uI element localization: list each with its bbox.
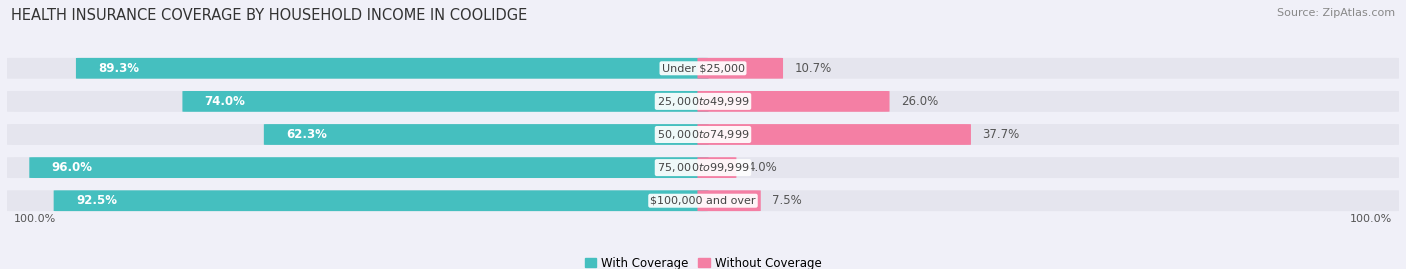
- Text: $75,000 to $99,999: $75,000 to $99,999: [657, 161, 749, 174]
- Text: 7.5%: 7.5%: [772, 194, 801, 207]
- Text: 89.3%: 89.3%: [98, 62, 139, 75]
- Legend: With Coverage, Without Coverage: With Coverage, Without Coverage: [585, 257, 821, 269]
- Text: 26.0%: 26.0%: [901, 95, 938, 108]
- FancyBboxPatch shape: [183, 91, 709, 112]
- Text: Under $25,000: Under $25,000: [661, 63, 745, 73]
- Text: 37.7%: 37.7%: [981, 128, 1019, 141]
- Text: $100,000 and over: $100,000 and over: [650, 196, 756, 206]
- Text: 100.0%: 100.0%: [14, 214, 56, 224]
- FancyBboxPatch shape: [7, 58, 1399, 79]
- Text: 100.0%: 100.0%: [1350, 214, 1392, 224]
- Text: $50,000 to $74,999: $50,000 to $74,999: [657, 128, 749, 141]
- FancyBboxPatch shape: [697, 58, 783, 79]
- Text: 62.3%: 62.3%: [285, 128, 328, 141]
- Text: 4.0%: 4.0%: [748, 161, 778, 174]
- Text: 92.5%: 92.5%: [76, 194, 117, 207]
- FancyBboxPatch shape: [7, 124, 1399, 145]
- FancyBboxPatch shape: [76, 58, 709, 79]
- FancyBboxPatch shape: [7, 157, 1399, 178]
- Text: $25,000 to $49,999: $25,000 to $49,999: [657, 95, 749, 108]
- FancyBboxPatch shape: [697, 157, 737, 178]
- Text: 96.0%: 96.0%: [52, 161, 93, 174]
- FancyBboxPatch shape: [53, 190, 709, 211]
- FancyBboxPatch shape: [264, 124, 709, 145]
- FancyBboxPatch shape: [697, 91, 890, 112]
- Text: 10.7%: 10.7%: [794, 62, 831, 75]
- Text: Source: ZipAtlas.com: Source: ZipAtlas.com: [1277, 8, 1395, 18]
- Text: 74.0%: 74.0%: [205, 95, 246, 108]
- FancyBboxPatch shape: [7, 91, 1399, 112]
- FancyBboxPatch shape: [697, 190, 761, 211]
- Text: HEALTH INSURANCE COVERAGE BY HOUSEHOLD INCOME IN COOLIDGE: HEALTH INSURANCE COVERAGE BY HOUSEHOLD I…: [11, 8, 527, 23]
- FancyBboxPatch shape: [697, 124, 972, 145]
- FancyBboxPatch shape: [7, 190, 1399, 211]
- FancyBboxPatch shape: [30, 157, 709, 178]
